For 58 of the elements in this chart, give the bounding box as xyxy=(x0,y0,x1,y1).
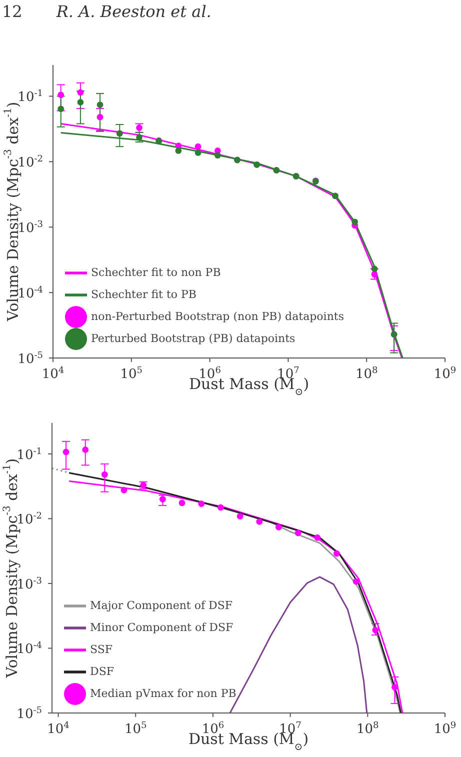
point xyxy=(96,114,104,120)
x-tick-label: 10$^{4}$ xyxy=(42,366,64,382)
point xyxy=(214,152,221,159)
x-tick-label: 10$^{8}$ xyxy=(356,721,380,737)
point xyxy=(314,534,321,541)
x-tick-label: 10$^{5}$ xyxy=(124,721,148,737)
point xyxy=(77,99,84,106)
text: 12 xyxy=(2,2,22,21)
y-tick-label: 10$^{-1}$ xyxy=(18,89,43,106)
y-tick-label: 10$^{-3}$ xyxy=(18,220,44,236)
x-tick-label: 10$^{4}$ xyxy=(47,721,70,737)
point xyxy=(218,504,224,511)
legend-label: SSF xyxy=(90,642,113,656)
point xyxy=(198,500,205,507)
legend-label: non-Perturbed Bootstrap (non PB) datapoints xyxy=(91,310,344,323)
y-tick-label: 10$^{-2}$ xyxy=(16,512,42,528)
point xyxy=(371,271,378,278)
point xyxy=(82,446,89,453)
y-tick-label: 10$^{-5}$ xyxy=(18,351,44,367)
point xyxy=(62,448,70,456)
point xyxy=(175,148,182,154)
x-tick-label: 10$^{8}$ xyxy=(355,366,378,382)
y-tick-label: 10$^{-3}$ xyxy=(16,576,42,592)
point xyxy=(294,530,302,536)
point xyxy=(96,102,104,108)
point xyxy=(58,92,64,98)
point xyxy=(178,500,186,506)
point xyxy=(392,684,398,690)
point xyxy=(160,496,166,502)
x-tick-label: 10$^{5}$ xyxy=(120,366,143,382)
point xyxy=(236,513,244,520)
point xyxy=(352,578,360,585)
legend-label: Schechter fit to non PB xyxy=(91,266,221,279)
legend-label: Median pVmax for non PB xyxy=(90,686,236,700)
legend-label: DSF xyxy=(90,664,114,678)
point xyxy=(136,134,142,141)
point xyxy=(352,218,358,226)
legend-label: Major Component of DSF xyxy=(90,598,233,612)
point xyxy=(256,518,263,525)
point xyxy=(276,524,282,530)
point xyxy=(194,150,202,156)
point xyxy=(77,89,84,96)
point xyxy=(194,143,202,150)
point xyxy=(120,486,128,494)
legend-label: Perturbed Bootstrap (PB) datapoints xyxy=(91,332,296,345)
point xyxy=(372,626,379,634)
x-tick-label: 10$^{9}$ xyxy=(434,366,456,382)
y-tick-label: 10$^{-5}$ xyxy=(16,706,42,722)
point xyxy=(58,106,64,112)
legend-label: Minor Component of DSF xyxy=(90,620,234,634)
point xyxy=(136,124,142,131)
text: R. A. Beeston et al. xyxy=(56,2,212,21)
point xyxy=(371,266,378,272)
point xyxy=(101,471,108,478)
y-tick-label: 10$^{-2}$ xyxy=(18,154,43,171)
point xyxy=(334,550,340,557)
x-tick-label: 10$^{9}$ xyxy=(434,721,456,737)
legend-label: Schechter fit to PB xyxy=(91,288,196,301)
